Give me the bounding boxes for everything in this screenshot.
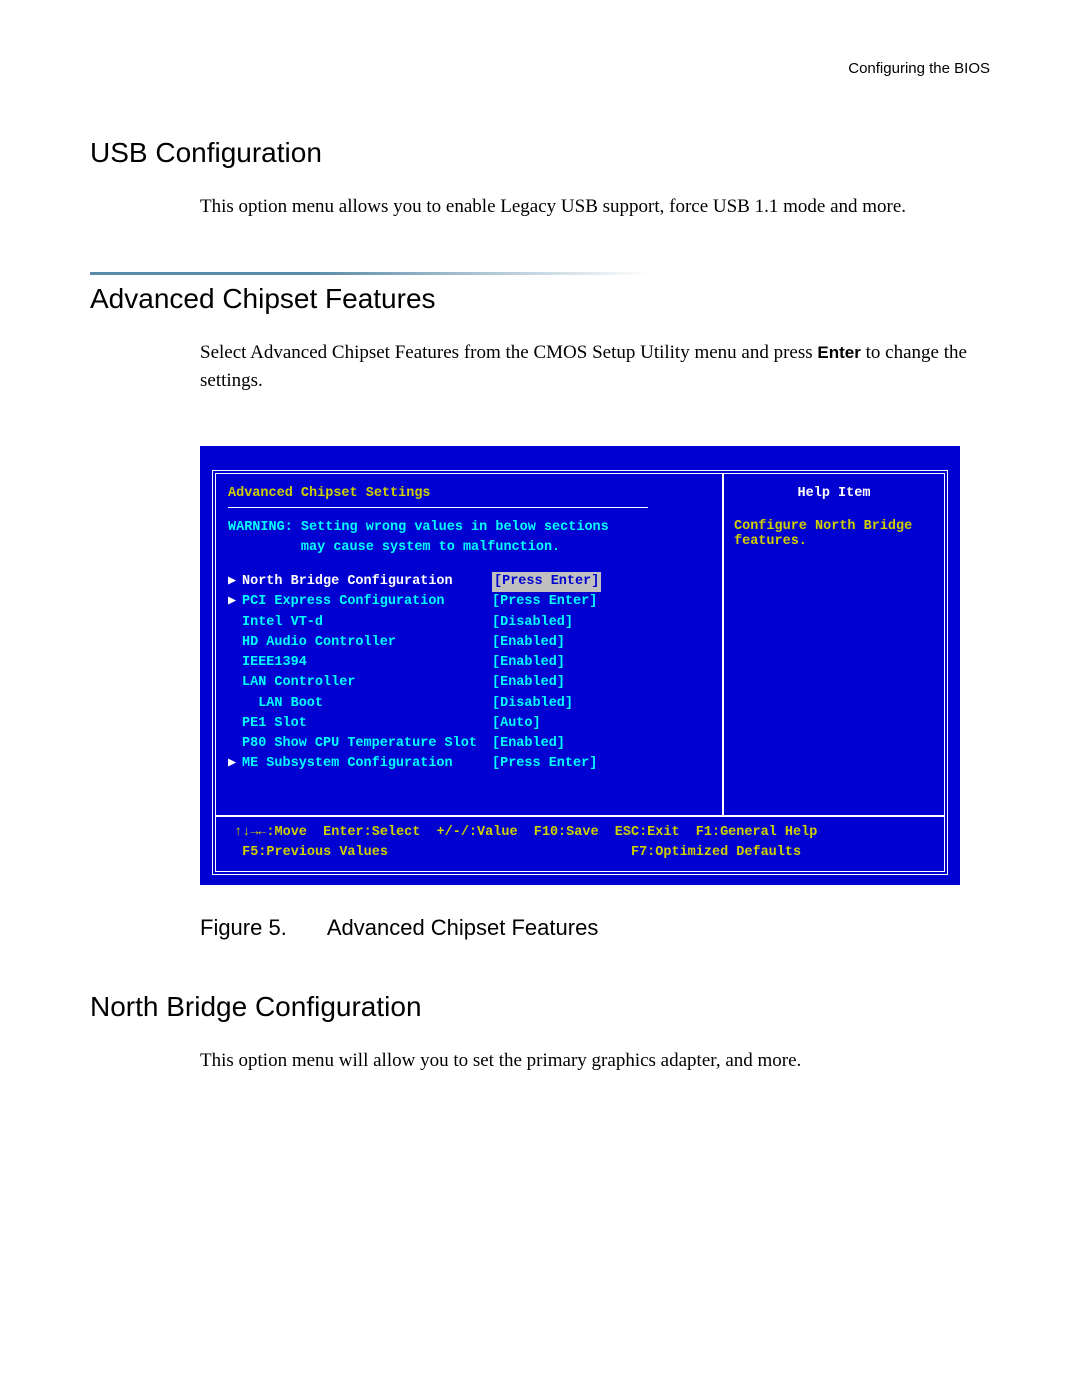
warning-line-1: WARNING: Setting wrong values in below s… (228, 518, 712, 538)
help-panel-body: Configure North Bridge features. (734, 519, 934, 549)
north-bridge-row[interactable]: ▶North Bridge Configuration[Press Enter] (228, 572, 712, 592)
figure-number: Figure 5. (200, 915, 287, 940)
pe1-slot-row[interactable]: PE1 Slot[Auto] (228, 714, 712, 734)
adv-chipset-title: Advanced Chipset Features (90, 283, 990, 315)
bios-keyhints: ↑↓→←:Move Enter:Select +/-/:Value F10:Sa… (216, 815, 944, 872)
bios-main-area: Advanced Chipset Settings WARNING: Setti… (216, 474, 944, 815)
submenu-arrow-icon: ▶ (228, 592, 242, 612)
pci-express-row[interactable]: ▶PCI Express Configuration[Press Enter] (228, 592, 712, 612)
bios-left-panel: Advanced Chipset Settings WARNING: Setti… (216, 474, 724, 815)
submenu-arrow-icon: ▶ (228, 754, 242, 774)
bios-screenshot: Advanced Chipset Settings WARNING: Setti… (200, 446, 960, 886)
me-subsystem-row[interactable]: ▶ME Subsystem Configuration[Press Enter] (228, 754, 712, 774)
page-header: Configuring the BIOS (90, 60, 990, 77)
title-underline (228, 507, 648, 508)
submenu-arrow-icon: ▶ (228, 572, 242, 592)
lan-controller-row[interactable]: LAN Controller[Enabled] (228, 673, 712, 693)
warning-line-2: may cause system to malfunction. (228, 538, 712, 558)
adv-chipset-body: Select Advanced Chipset Features from th… (200, 339, 990, 396)
enter-key-label: Enter (817, 343, 860, 362)
north-bridge-title: North Bridge Configuration (90, 991, 990, 1023)
lan-boot-row[interactable]: LAN Boot[Disabled] (228, 694, 712, 714)
help-panel-title: Help Item (734, 486, 934, 501)
north-bridge-body: This option menu will allow you to set t… (200, 1047, 990, 1076)
bios-frame: Advanced Chipset Settings WARNING: Setti… (212, 470, 948, 876)
usb-config-title: USB Configuration (90, 137, 990, 169)
bios-help-panel: Help Item Configure North Bridge feature… (724, 474, 944, 815)
p80-temp-row[interactable]: P80 Show CPU Temperature Slot[Enabled] (228, 734, 712, 754)
ieee1394-row[interactable]: IEEE1394[Enabled] (228, 653, 712, 673)
hd-audio-row[interactable]: HD Audio Controller[Enabled] (228, 633, 712, 653)
body-pre: Select Advanced Chipset Features from th… (200, 342, 817, 363)
bios-panel-title: Advanced Chipset Settings (228, 486, 712, 501)
intel-vtd-row[interactable]: Intel VT-d[Disabled] (228, 613, 712, 633)
usb-config-body: This option menu allows you to enable Le… (200, 193, 990, 222)
figure-caption: Figure 5. Advanced Chipset Features (200, 915, 990, 941)
figure-title: Advanced Chipset Features (327, 915, 599, 940)
section-divider (90, 272, 650, 275)
